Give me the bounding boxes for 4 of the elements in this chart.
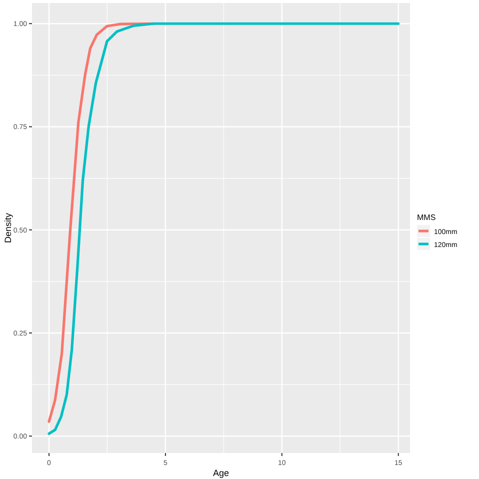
line-series: [48, 22, 400, 435]
y-axis-title: Density: [3, 212, 13, 244]
legend-title: MMS: [417, 213, 436, 222]
x-axis-title: Age: [212, 468, 230, 478]
